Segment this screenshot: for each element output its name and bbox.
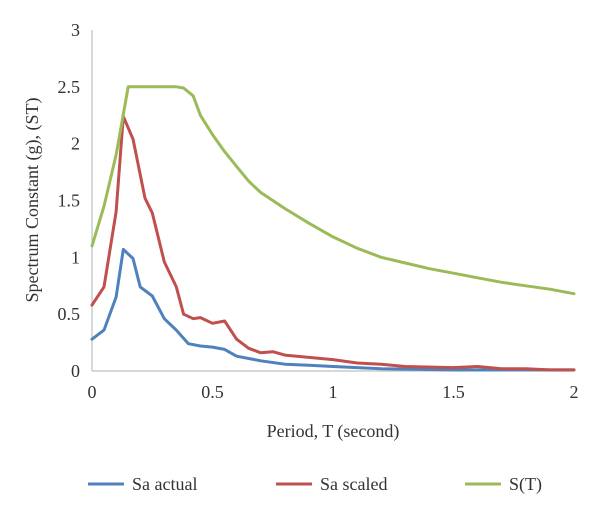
x-tick-label: 1 [329,382,338,402]
x-tick-label: 1.5 [442,382,465,402]
legend-label-1: Sa actual [132,474,197,494]
y-axis-title: Spectrum Constant (g), (ST) [22,98,43,303]
x-tick-label: 2 [570,382,579,402]
series-line-3 [90,85,576,296]
series-lines [90,85,576,372]
y-tick-label: 1.5 [58,191,81,211]
y-tick-label: 0.5 [58,304,81,324]
legend-label-2: Sa scaled [320,474,387,494]
y-tick-label: 3 [71,20,80,40]
x-tick-label: 0 [88,382,97,402]
y-tick-label: 2.5 [58,77,81,97]
x-tick-label: 0.5 [201,382,224,402]
y-tick-label: 0 [71,361,80,381]
x-axis-title: Period, T (second) [267,421,400,442]
legend-label-3: S(T) [509,474,542,495]
y-tick-label: 2 [71,134,80,154]
y-tick-label: 1 [71,247,80,267]
series-line-1 [90,247,576,372]
tick-labels: 0 0.5 1 1.5 2 2.5 3 0 0.5 1 1.5 2 [58,20,579,402]
legend: Sa actual Sa scaled S(T) [88,474,542,495]
series-line-2 [90,114,576,372]
